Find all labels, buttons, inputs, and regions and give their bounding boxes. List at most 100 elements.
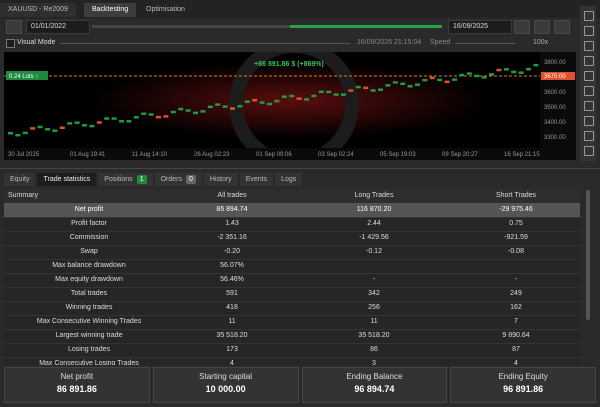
candle (326, 90, 332, 94)
summary-value: 10 000.00 (205, 384, 246, 394)
cell: -29 975.46 (499, 206, 533, 213)
tool-icon[interactable] (584, 146, 594, 156)
panel-tab[interactable]: Equity (4, 173, 36, 186)
candle (318, 90, 324, 94)
table-row: Commission -2 351.16 -1 429.56 -921.59 (4, 231, 580, 246)
row-label: Commission (69, 234, 109, 241)
panel-tab[interactable]: Events (239, 173, 274, 186)
cell: 116 870.20 (356, 206, 392, 213)
tool-icon[interactable] (584, 131, 594, 141)
logo (229, 52, 359, 160)
settings-button[interactable] (6, 20, 22, 34)
cell: 7 (514, 318, 518, 325)
row-label: Largest winning trade (55, 332, 123, 339)
tab[interactable]: XAUUSD - Re2009 (0, 3, 76, 17)
row-label: Net profit (74, 206, 104, 213)
candle (267, 102, 272, 106)
cell: 2.44 (367, 220, 381, 227)
tool-icon[interactable] (584, 71, 594, 81)
candle (230, 107, 235, 110)
candle (185, 109, 191, 112)
start-date[interactable]: 01/01/2022 (26, 20, 90, 34)
candle (407, 84, 413, 88)
tool-icon[interactable] (584, 86, 594, 96)
checkbox[interactable] (6, 39, 15, 48)
speed-label: Speed (430, 39, 451, 46)
stop-button[interactable] (534, 20, 550, 34)
tool-icon[interactable] (584, 56, 594, 66)
save-button[interactable] (554, 20, 570, 34)
candle (207, 105, 213, 109)
candle (459, 73, 465, 77)
price-label: 3500.00 (544, 105, 566, 111)
cell: 86 (370, 346, 378, 353)
candle (474, 74, 480, 78)
candle (355, 85, 361, 89)
scrollbar[interactable] (586, 190, 590, 320)
candle (74, 121, 80, 124)
candle (378, 88, 383, 91)
candle (348, 89, 354, 92)
time-label: 30 Jul 2025 (8, 152, 40, 158)
table-row: Net profit 86 894.74 116 870.20 -29 975.46 (4, 203, 580, 218)
column-header: Long Trades (354, 192, 394, 199)
tab-badge: 0 (186, 175, 196, 184)
tool-icon[interactable] (584, 11, 594, 21)
candle (281, 95, 287, 98)
candle (341, 93, 346, 96)
row-label: Max balance drawdown (52, 262, 126, 269)
candle (511, 70, 517, 74)
candle (59, 126, 65, 130)
row-label: Max Consecutive Winning Trades (36, 318, 142, 325)
candle (8, 132, 13, 135)
candle (503, 68, 509, 71)
candle (392, 81, 398, 84)
candle (385, 84, 391, 87)
panel-tab[interactable]: History (203, 173, 238, 186)
tool-icon[interactable] (584, 41, 594, 51)
candle (104, 117, 110, 120)
time-label: 01 Aug 19:41 (70, 152, 106, 158)
current-price-tag (541, 72, 575, 80)
candle (111, 117, 117, 120)
tool-icon[interactable] (584, 26, 594, 36)
candle (163, 115, 169, 118)
panel-tab[interactable]: Orders 0 (154, 173, 202, 186)
end-date[interactable]: 16/09/2025 (448, 20, 512, 34)
cell: 249 (510, 290, 522, 297)
candle (466, 72, 472, 75)
panel-tab[interactable]: Positions 1 (98, 173, 153, 186)
timestamp: 16/09/2025 21:15:04 (357, 39, 422, 46)
cell: 342 (368, 290, 380, 297)
candle (22, 131, 28, 135)
visual-mode-label: Visual Mode (17, 39, 56, 46)
candle (237, 105, 243, 108)
stats-table: Summary All trades Long Trades Short Trades… (4, 189, 580, 365)
cell: - (514, 276, 518, 283)
panel-tab[interactable]: Logs (275, 173, 303, 186)
panel-tab[interactable]: Trade statistics (37, 173, 97, 186)
table-row: Swap -0.20 -0.12 -0.08 (4, 245, 580, 260)
tab[interactable]: Optimisation (146, 6, 185, 13)
speed-value: 100x (533, 39, 549, 46)
tool-icon[interactable] (584, 101, 594, 111)
candle (156, 115, 161, 119)
tab-label: Events (245, 176, 268, 183)
cell: -921.59 (504, 234, 528, 241)
cell: 11 (370, 318, 378, 325)
cell: 4 (514, 360, 518, 365)
tool-icon[interactable] (584, 116, 594, 126)
cell: -1 429.56 (359, 234, 389, 241)
candle (45, 128, 50, 131)
candle (304, 98, 309, 101)
candle (148, 113, 154, 116)
cell: -0.12 (366, 248, 382, 255)
candle (244, 100, 250, 103)
tab[interactable]: Backtesting (84, 3, 137, 17)
row-label: Losing trades (67, 346, 111, 353)
candle (126, 120, 132, 123)
play-button[interactable] (514, 20, 530, 34)
table-row: Max balance drawdown 56.07% (4, 259, 580, 274)
cell: 591 (226, 290, 238, 297)
